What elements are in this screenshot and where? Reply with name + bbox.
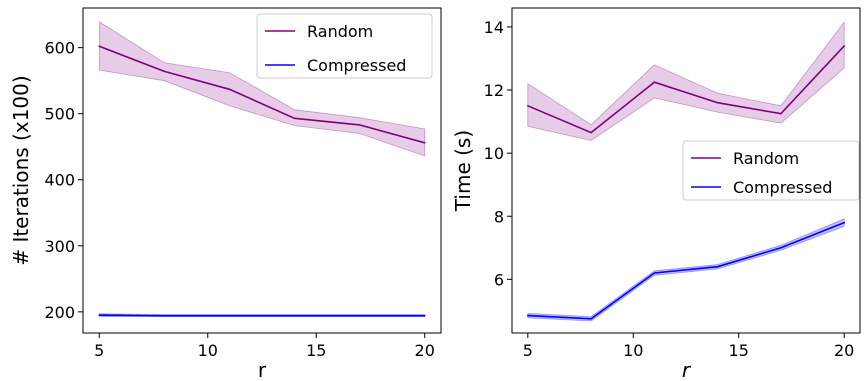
data-point bbox=[98, 45, 101, 48]
series-band-1 bbox=[527, 21, 845, 141]
y-tick-label: 500 bbox=[44, 105, 75, 124]
y-tick-label: 400 bbox=[44, 171, 75, 190]
legend-label: Compressed bbox=[733, 178, 832, 197]
chart-2: 5 10 15 20 6 8 10 12 14 r Time (s) Random Compressed bbox=[451, 7, 861, 381]
series-line-1 bbox=[527, 45, 845, 134]
plot-frame bbox=[82, 7, 442, 334]
x-tick-label: 20 bbox=[834, 341, 854, 360]
x-axis-label: r bbox=[258, 358, 267, 381]
series-line-1 bbox=[99, 45, 425, 144]
y-tick-label: 200 bbox=[44, 303, 75, 322]
x-tick-label: 15 bbox=[306, 341, 326, 360]
data-point bbox=[780, 112, 782, 115]
x-tick-label: 10 bbox=[198, 341, 218, 360]
data-point bbox=[653, 81, 656, 83]
y-tick-label: 6 bbox=[494, 270, 504, 289]
x-tick-label: 10 bbox=[623, 341, 643, 360]
data-point bbox=[590, 318, 592, 320]
plot-frame bbox=[511, 7, 861, 334]
data-point bbox=[780, 247, 782, 249]
data-point bbox=[843, 45, 845, 47]
data-point bbox=[163, 315, 166, 317]
x-tick-label: 5 bbox=[523, 341, 533, 360]
legend: Random Compressed bbox=[682, 140, 860, 201]
series-line-2 bbox=[99, 314, 425, 317]
data-point bbox=[358, 124, 361, 126]
data-point bbox=[423, 315, 426, 317]
data-point bbox=[228, 88, 231, 91]
data-point bbox=[228, 315, 231, 317]
data-point bbox=[590, 131, 592, 134]
y-tick-label: 10 bbox=[484, 144, 504, 163]
data-point bbox=[716, 265, 719, 268]
x-tick-label: 5 bbox=[94, 341, 104, 360]
y-axis-label: Time (s) bbox=[451, 130, 475, 212]
data-point bbox=[716, 101, 719, 104]
y-tick-label: 12 bbox=[484, 81, 504, 100]
x-tick-label: 15 bbox=[729, 341, 749, 360]
data-point bbox=[163, 70, 166, 73]
y-tick-label: 14 bbox=[484, 18, 504, 37]
x-axis-label: r bbox=[682, 358, 692, 381]
data-point bbox=[527, 314, 529, 317]
data-point bbox=[423, 142, 426, 144]
legend-box bbox=[682, 140, 860, 201]
data-point bbox=[358, 315, 361, 317]
legend-label: Random bbox=[307, 22, 373, 41]
data-point bbox=[527, 105, 529, 107]
legend: Random Compressed bbox=[256, 13, 433, 79]
series-line-2 bbox=[527, 221, 845, 320]
legend-label: Random bbox=[733, 149, 799, 168]
y-tick-label: 300 bbox=[44, 237, 75, 256]
legend-box bbox=[256, 13, 433, 79]
y-axis-label: # Iterations (x100) bbox=[9, 75, 33, 265]
y-tick-label: 8 bbox=[494, 207, 504, 226]
data-point bbox=[293, 315, 296, 317]
legend-label: Compressed bbox=[307, 56, 406, 75]
data-point bbox=[843, 221, 845, 224]
x-tick-label: 20 bbox=[415, 341, 435, 360]
data-point bbox=[293, 117, 296, 120]
chart-1: 5 10 15 20 200 300 400 500 600 r # Iterations (x10… bbox=[9, 7, 442, 381]
y-tick-label: 600 bbox=[44, 39, 75, 58]
data-point bbox=[98, 314, 101, 317]
data-point bbox=[653, 272, 656, 274]
